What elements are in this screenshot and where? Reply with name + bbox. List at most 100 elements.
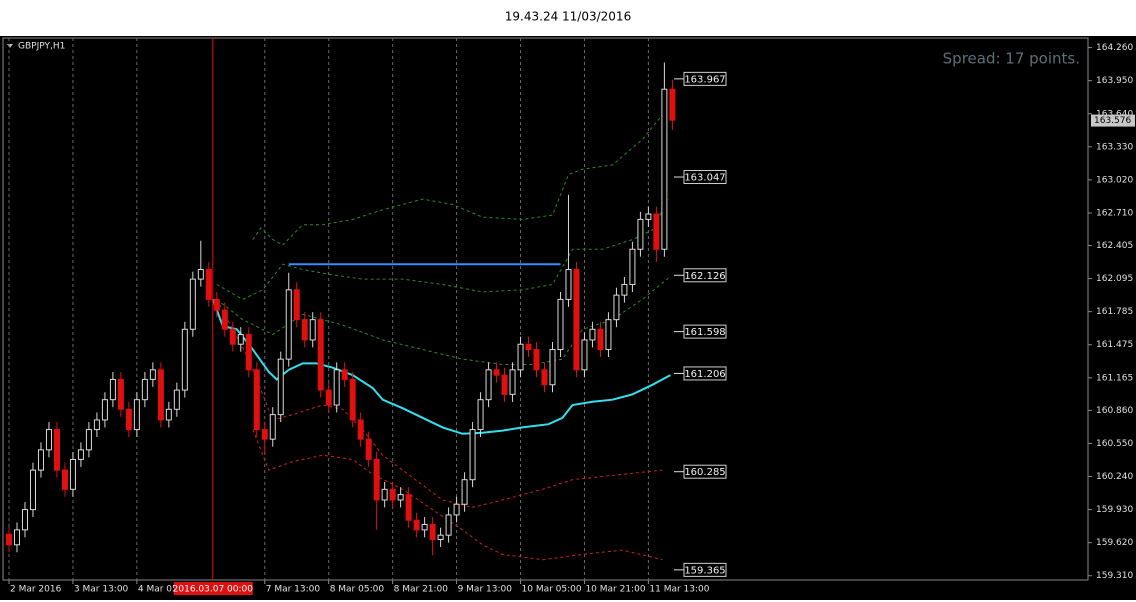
candle-body (517, 343, 524, 371)
spread-annotation: Spread: 17 points. (943, 50, 1080, 68)
y-tick-label: 160.550 (1096, 439, 1133, 449)
x-tick-label: 8 Mar 05:00 (330, 585, 385, 595)
y-tick-label: 161.165 (1096, 373, 1133, 383)
candle-body (541, 369, 548, 386)
candle-body (109, 378, 116, 401)
candle-body (221, 309, 228, 330)
y-tick-label: 159.620 (1096, 538, 1133, 548)
candle-body (53, 429, 60, 471)
candle-body (581, 339, 588, 371)
candle-body (117, 378, 124, 410)
y-tick-label: 164.260 (1096, 43, 1133, 53)
indicator-line (216, 277, 669, 365)
level-box (683, 464, 727, 479)
candle-body (5, 533, 12, 546)
candle-body (509, 369, 516, 395)
candle-body (157, 369, 164, 421)
candle-body (669, 88, 676, 121)
level-label: 161.206 (684, 369, 725, 380)
candle-body (309, 319, 316, 341)
y-tick-label: 162.095 (1096, 274, 1133, 284)
y-tick-label: 161.785 (1096, 307, 1133, 317)
candle-body (93, 419, 100, 431)
candle-body (293, 289, 300, 321)
y-tick-label: 162.405 (1096, 241, 1133, 251)
level-label: 163.967 (684, 74, 725, 85)
y-tick-label: 163.950 (1096, 76, 1133, 86)
candle-body (237, 334, 244, 345)
candle-body (341, 369, 348, 380)
level-label: 162.126 (684, 271, 725, 282)
candle-body (445, 514, 452, 536)
level-label: 163.047 (684, 173, 725, 184)
x-tick-label: 9 Mar 13:00 (458, 585, 513, 595)
candle-body (301, 319, 308, 341)
symbol-label: GBPJPY,H1 (18, 42, 65, 52)
candle-body (381, 488, 388, 501)
level-box (683, 324, 727, 339)
candle-body (197, 269, 204, 280)
candle-body (397, 494, 404, 501)
candle-body (653, 213, 660, 250)
candle-body (525, 343, 532, 351)
candle-body (29, 469, 36, 511)
candle-body (429, 524, 436, 540)
y-tick-label: 163.330 (1096, 142, 1133, 152)
candle-body (421, 524, 428, 531)
candle-body (141, 378, 148, 401)
indicator-line (216, 198, 669, 300)
y-tick-label: 160.860 (1096, 406, 1133, 416)
candle-body (213, 298, 220, 311)
candle-body (565, 269, 572, 300)
candle-body (45, 429, 52, 451)
candle-body (261, 429, 268, 440)
x-tick-label: 2 Mar 2016 (10, 585, 62, 595)
candle-body (37, 449, 44, 471)
candle-body (549, 349, 556, 386)
candle-body (85, 429, 92, 451)
candle-body (645, 213, 652, 220)
candle-body (205, 269, 212, 300)
y-tick-label: 163.640 (1096, 109, 1133, 119)
candle-body (389, 488, 396, 501)
candle-body (557, 298, 564, 351)
level-box (683, 562, 727, 577)
period-marker-label: 2016.03.07 00:00 (173, 585, 254, 595)
x-tick-label: 3 Mar 13:00 (74, 585, 129, 595)
candle-body (373, 458, 380, 501)
candle-body (181, 328, 188, 391)
candle-body (317, 319, 324, 391)
candle-body (365, 438, 372, 460)
y-tick-label: 161.475 (1096, 340, 1133, 350)
current-price-label: 163.576 (1094, 116, 1131, 126)
candle-body (149, 369, 156, 380)
candle-body (333, 369, 340, 406)
candle-body (229, 328, 236, 345)
candle-body (461, 479, 468, 505)
candle-body (69, 458, 76, 490)
candle-body (661, 88, 668, 250)
candle-body (285, 289, 292, 360)
candle-body (477, 399, 484, 431)
candle-body (101, 399, 108, 421)
level-box (683, 366, 727, 381)
candle-body (277, 358, 284, 416)
level-box (683, 71, 727, 86)
candle-body (245, 334, 252, 371)
candle-body (13, 529, 20, 546)
candle-body (413, 519, 420, 531)
candle-body (573, 269, 580, 371)
candle-body (613, 294, 620, 321)
period-marker-box (173, 582, 253, 595)
y-tick-label: 163.020 (1096, 175, 1133, 185)
candle-body (173, 389, 180, 410)
candle-body (253, 369, 260, 431)
candle-body (77, 449, 84, 460)
candle-body (21, 509, 28, 531)
candle-body (189, 278, 196, 330)
candle-body (485, 369, 492, 401)
candle-body (637, 218, 644, 250)
level-box (683, 170, 727, 185)
